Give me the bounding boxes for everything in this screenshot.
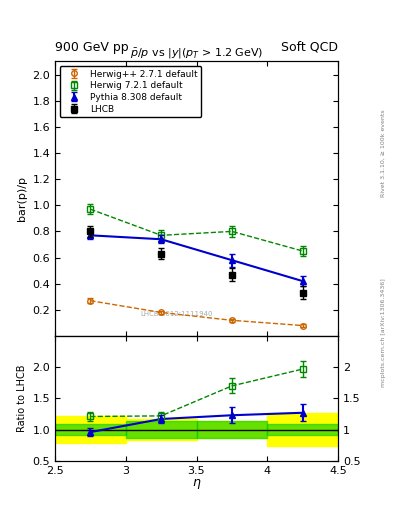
Text: LHCB:2012:1111940: LHCB:2012:1111940	[140, 311, 212, 317]
Text: Rivet 3.1.10, ≥ 100k events: Rivet 3.1.10, ≥ 100k events	[381, 110, 386, 198]
Y-axis label: Ratio to LHCB: Ratio to LHCB	[17, 365, 27, 432]
Y-axis label: bar(p)/p: bar(p)/p	[17, 176, 27, 221]
Text: 900 GeV pp: 900 GeV pp	[55, 41, 129, 54]
Text: mcplots.cern.ch [arXiv:1306.3436]: mcplots.cern.ch [arXiv:1306.3436]	[381, 279, 386, 387]
X-axis label: $\eta$: $\eta$	[192, 477, 201, 491]
Title: $\bar{p}/p$ vs $|y|$($p_{T}$ > 1.2 GeV): $\bar{p}/p$ vs $|y|$($p_{T}$ > 1.2 GeV)	[130, 47, 263, 61]
Legend: Herwig++ 2.7.1 default, Herwig 7.2.1 default, Pythia 8.308 default, LHCB: Herwig++ 2.7.1 default, Herwig 7.2.1 def…	[59, 66, 202, 117]
Text: Soft QCD: Soft QCD	[281, 41, 338, 54]
